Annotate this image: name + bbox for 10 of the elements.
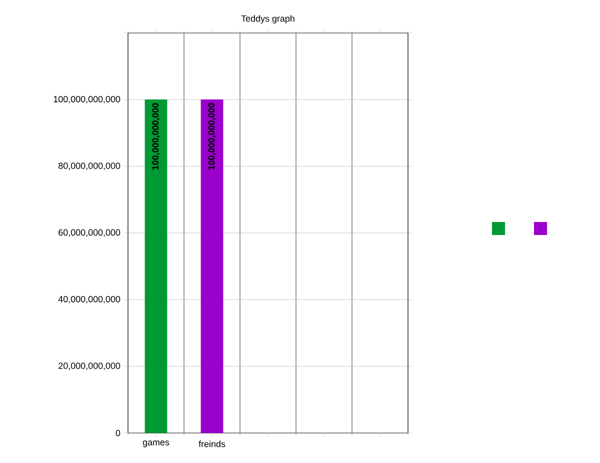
y-tick-label: 60,000,000,000 <box>58 229 120 237</box>
data-label: 100,000,000,000 <box>208 103 216 170</box>
chart-title: Teddys graph <box>241 15 294 24</box>
y-tick-label: 80,000,000,000 <box>58 162 120 170</box>
x-tick-label: freinds <box>198 440 226 448</box>
y-tick-label: 100,000,000,000 <box>54 96 120 104</box>
y-tick-label: 0 <box>116 430 120 436</box>
y-tick-label: 40,000,000,000 <box>58 296 120 304</box>
y-tick-label: 20,000,000,000 <box>58 362 120 370</box>
x-tick-label: games <box>142 440 170 448</box>
